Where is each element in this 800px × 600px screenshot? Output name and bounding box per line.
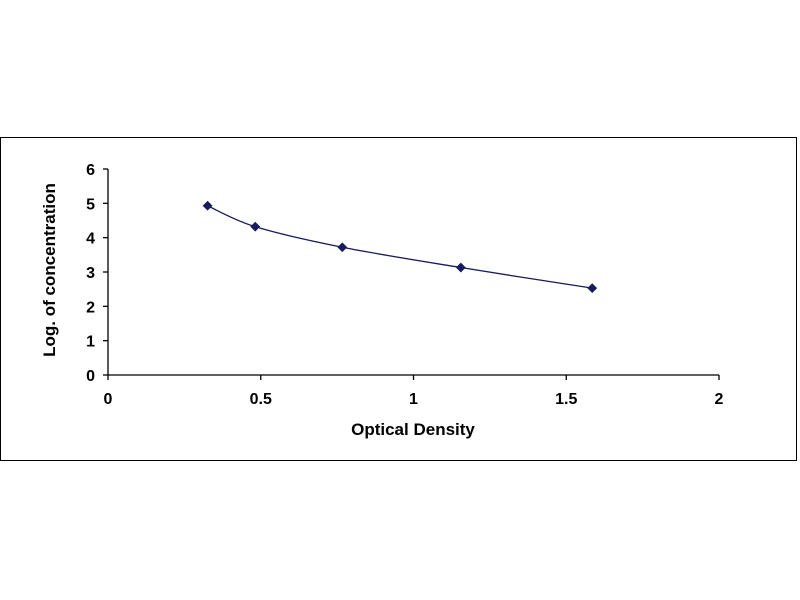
- x-tick-label: 0: [104, 391, 113, 408]
- data-point-marker: [250, 221, 261, 232]
- y-axis-title: Log. of concentration: [40, 183, 59, 357]
- x-tick-label: 2: [715, 391, 724, 408]
- data-points: [202, 200, 598, 294]
- y-tick-label: 6: [86, 162, 95, 179]
- chart-frame: 0 0.5 1 1.5 2 0 1 2 3 4 5 6 Optical Density Log. of…: [0, 137, 797, 461]
- tick-labels: 0 0.5 1 1.5 2 0 1 2 3 4 5 6: [86, 162, 723, 408]
- data-point-marker: [587, 283, 598, 294]
- trend-line: [207, 205, 593, 289]
- x-tick-label: 1: [409, 391, 418, 408]
- y-tick-label: 1: [86, 334, 95, 351]
- data-point-marker: [202, 200, 213, 211]
- chart-plot: 0 0.5 1 1.5 2 0 1 2 3 4 5 6 Optical Density Log. of…: [40, 162, 724, 439]
- y-tick-label: 5: [86, 196, 95, 213]
- x-tick-label: 1.5: [555, 391, 577, 408]
- y-tick-label: 4: [86, 231, 95, 248]
- axes: [107, 169, 719, 376]
- y-tick-label: 2: [86, 299, 95, 316]
- y-tick-label: 3: [86, 265, 95, 282]
- data-point-marker: [455, 262, 466, 273]
- ticks: [103, 168, 720, 380]
- data-point-marker: [337, 242, 348, 253]
- y-tick-label: 0: [86, 368, 95, 385]
- x-tick-label: 0.5: [250, 391, 272, 408]
- x-axis-title: Optical Density: [351, 420, 475, 439]
